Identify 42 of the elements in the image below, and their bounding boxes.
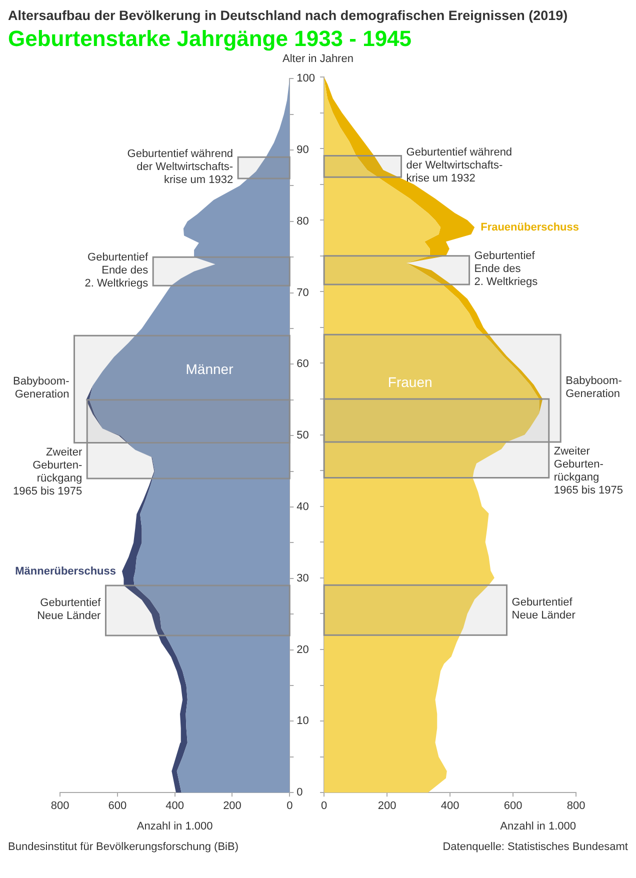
- y-axis-title: Alter in Jahren: [282, 53, 354, 65]
- y-tick-label: 60: [296, 358, 309, 370]
- x-axis-title: Anzahl in 1.000: [500, 820, 576, 832]
- x-tick-label: 200: [223, 800, 242, 812]
- chart-title: Altersaufbau der Bevölkerung in Deutschland nach demografischen Ereignissen (2019): [8, 8, 569, 25]
- series-label: Frauen: [388, 374, 432, 390]
- band-label: Geburtentief Ende des 2. Weltkriegs: [84, 251, 150, 290]
- y-tick-label: 80: [296, 215, 309, 228]
- x-tick-label: 400: [166, 800, 184, 812]
- y-tick-label: 20: [296, 644, 309, 656]
- x-tick-label: 200: [378, 800, 396, 812]
- y-tick-label: 40: [296, 501, 309, 514]
- chart-subtitle: Geburtenstarke Jahrgänge 1933 - 1945: [8, 26, 413, 53]
- x-tick-label: 800: [50, 800, 70, 812]
- text: Datenquelle: Statistisches Bundesamt: [442, 841, 628, 853]
- band-label: Geburtentief während der Weltwirtschafts- krise um 1932: [406, 146, 512, 184]
- x-tick-label: 0: [286, 800, 293, 812]
- x-tick-label: 0: [320, 800, 328, 812]
- band-label: Geburtentief Neue Länder: [37, 597, 102, 622]
- text: Bundesinstitut für Bevölkerungsforschung (BiB): [8, 841, 239, 853]
- y-tick-label: 50: [296, 430, 309, 442]
- band-label: Geburtentief Neue Länder: [512, 596, 576, 622]
- y-tick-label: 30: [296, 572, 309, 584]
- x-tick-label: 400: [440, 800, 460, 812]
- x-tick-label: 600: [504, 800, 522, 812]
- y-tick-label: 100: [296, 72, 316, 85]
- band-label: Zweiter Geburten- rückgang 1965 bis 1975: [12, 446, 82, 498]
- series-label: Männer: [186, 360, 234, 377]
- y-tick-label: 0: [296, 786, 303, 799]
- band-label: Babyboom- Generation: [12, 376, 70, 401]
- y-tick-label: 10: [296, 715, 309, 728]
- x-axis-title: Anzahl in 1.000: [136, 820, 213, 832]
- x-tick-label: 800: [566, 800, 586, 812]
- series-label: Frauenüberschuss: [480, 221, 580, 234]
- y-tick-label: 70: [296, 286, 309, 299]
- series-label: Männerüberschuss: [15, 565, 116, 578]
- band-label: Geburtentief Ende des 2. Weltkriegs: [474, 250, 538, 288]
- y-tick-label: 90: [296, 144, 309, 156]
- band-label: Zweiter Geburten- rückgang 1965 bis 1975: [554, 445, 624, 496]
- band-label: Geburtentief während der Weltwirtschafts- krise um 1932: [127, 148, 234, 186]
- x-tick-label: 600: [108, 800, 127, 812]
- band-label: Babyboom- Generation: [566, 374, 622, 400]
